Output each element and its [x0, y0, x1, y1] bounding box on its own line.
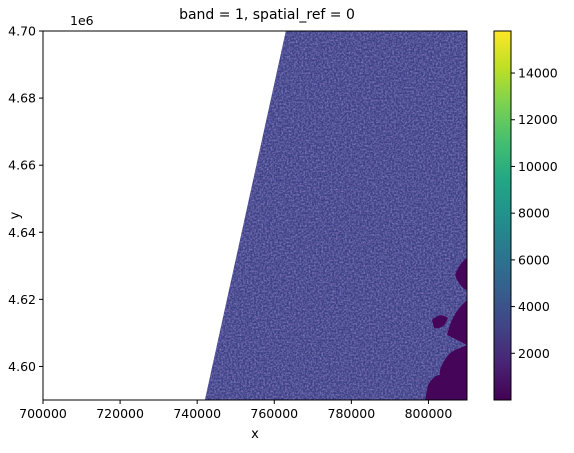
plot-frame	[42, 30, 468, 401]
colorbar-tick-label: 6000	[518, 252, 550, 267]
colorbar-tick-label: 14000	[518, 66, 558, 81]
y-tick-label: 4.62	[8, 292, 36, 307]
x-tick-label: 760000	[250, 406, 298, 421]
y-offset-label: 1e6	[70, 13, 94, 28]
y-tick-label: 4.60	[8, 359, 36, 374]
y-axis-label: y	[8, 211, 23, 219]
y-tick-label: 4.68	[8, 91, 36, 106]
colorbar-tick-label: 4000	[518, 299, 550, 314]
x-tick-label: 800000	[405, 406, 453, 421]
colorbar-gradient	[494, 31, 511, 400]
colorbar-ticks: 2000 4000 6000 8000 10000 12000 14000	[511, 66, 558, 361]
low-value-region-3	[447, 300, 467, 345]
heatmap-highlights	[204, 31, 467, 400]
x-tick-label: 700000	[19, 406, 67, 421]
colorbar-tick-label: 2000	[518, 346, 550, 361]
y-tick-label: 4.66	[8, 158, 36, 173]
y-tick-label: 4.64	[8, 225, 36, 240]
colorbar-frame	[493, 30, 512, 401]
x-axis: 700000 720000 740000 760000 780000 800000	[19, 400, 452, 421]
colorbar: 2000 4000 6000 8000 10000 12000 14000	[493, 30, 558, 401]
x-axis-label: x	[251, 427, 259, 442]
chart-title: band = 1, spatial_ref = 0	[179, 7, 355, 23]
colorbar-tick-label: 8000	[518, 206, 550, 221]
colorbar-tick-label: 10000	[518, 159, 558, 174]
plot-area	[42, 30, 468, 401]
y-axis: 4.60 4.62 4.64 4.66 4.68 4.70	[8, 24, 43, 374]
colorbar-tick-label: 12000	[518, 112, 558, 127]
y-tick-label: 4.70	[8, 24, 36, 39]
low-value-region-5	[432, 315, 448, 329]
x-tick-label: 720000	[96, 406, 144, 421]
low-value-region-2	[425, 374, 450, 400]
x-tick-label: 740000	[173, 406, 221, 421]
low-value-region-4	[455, 258, 467, 290]
x-tick-label: 780000	[328, 406, 376, 421]
heatmap-image	[204, 31, 467, 400]
low-value-regions	[425, 258, 467, 400]
